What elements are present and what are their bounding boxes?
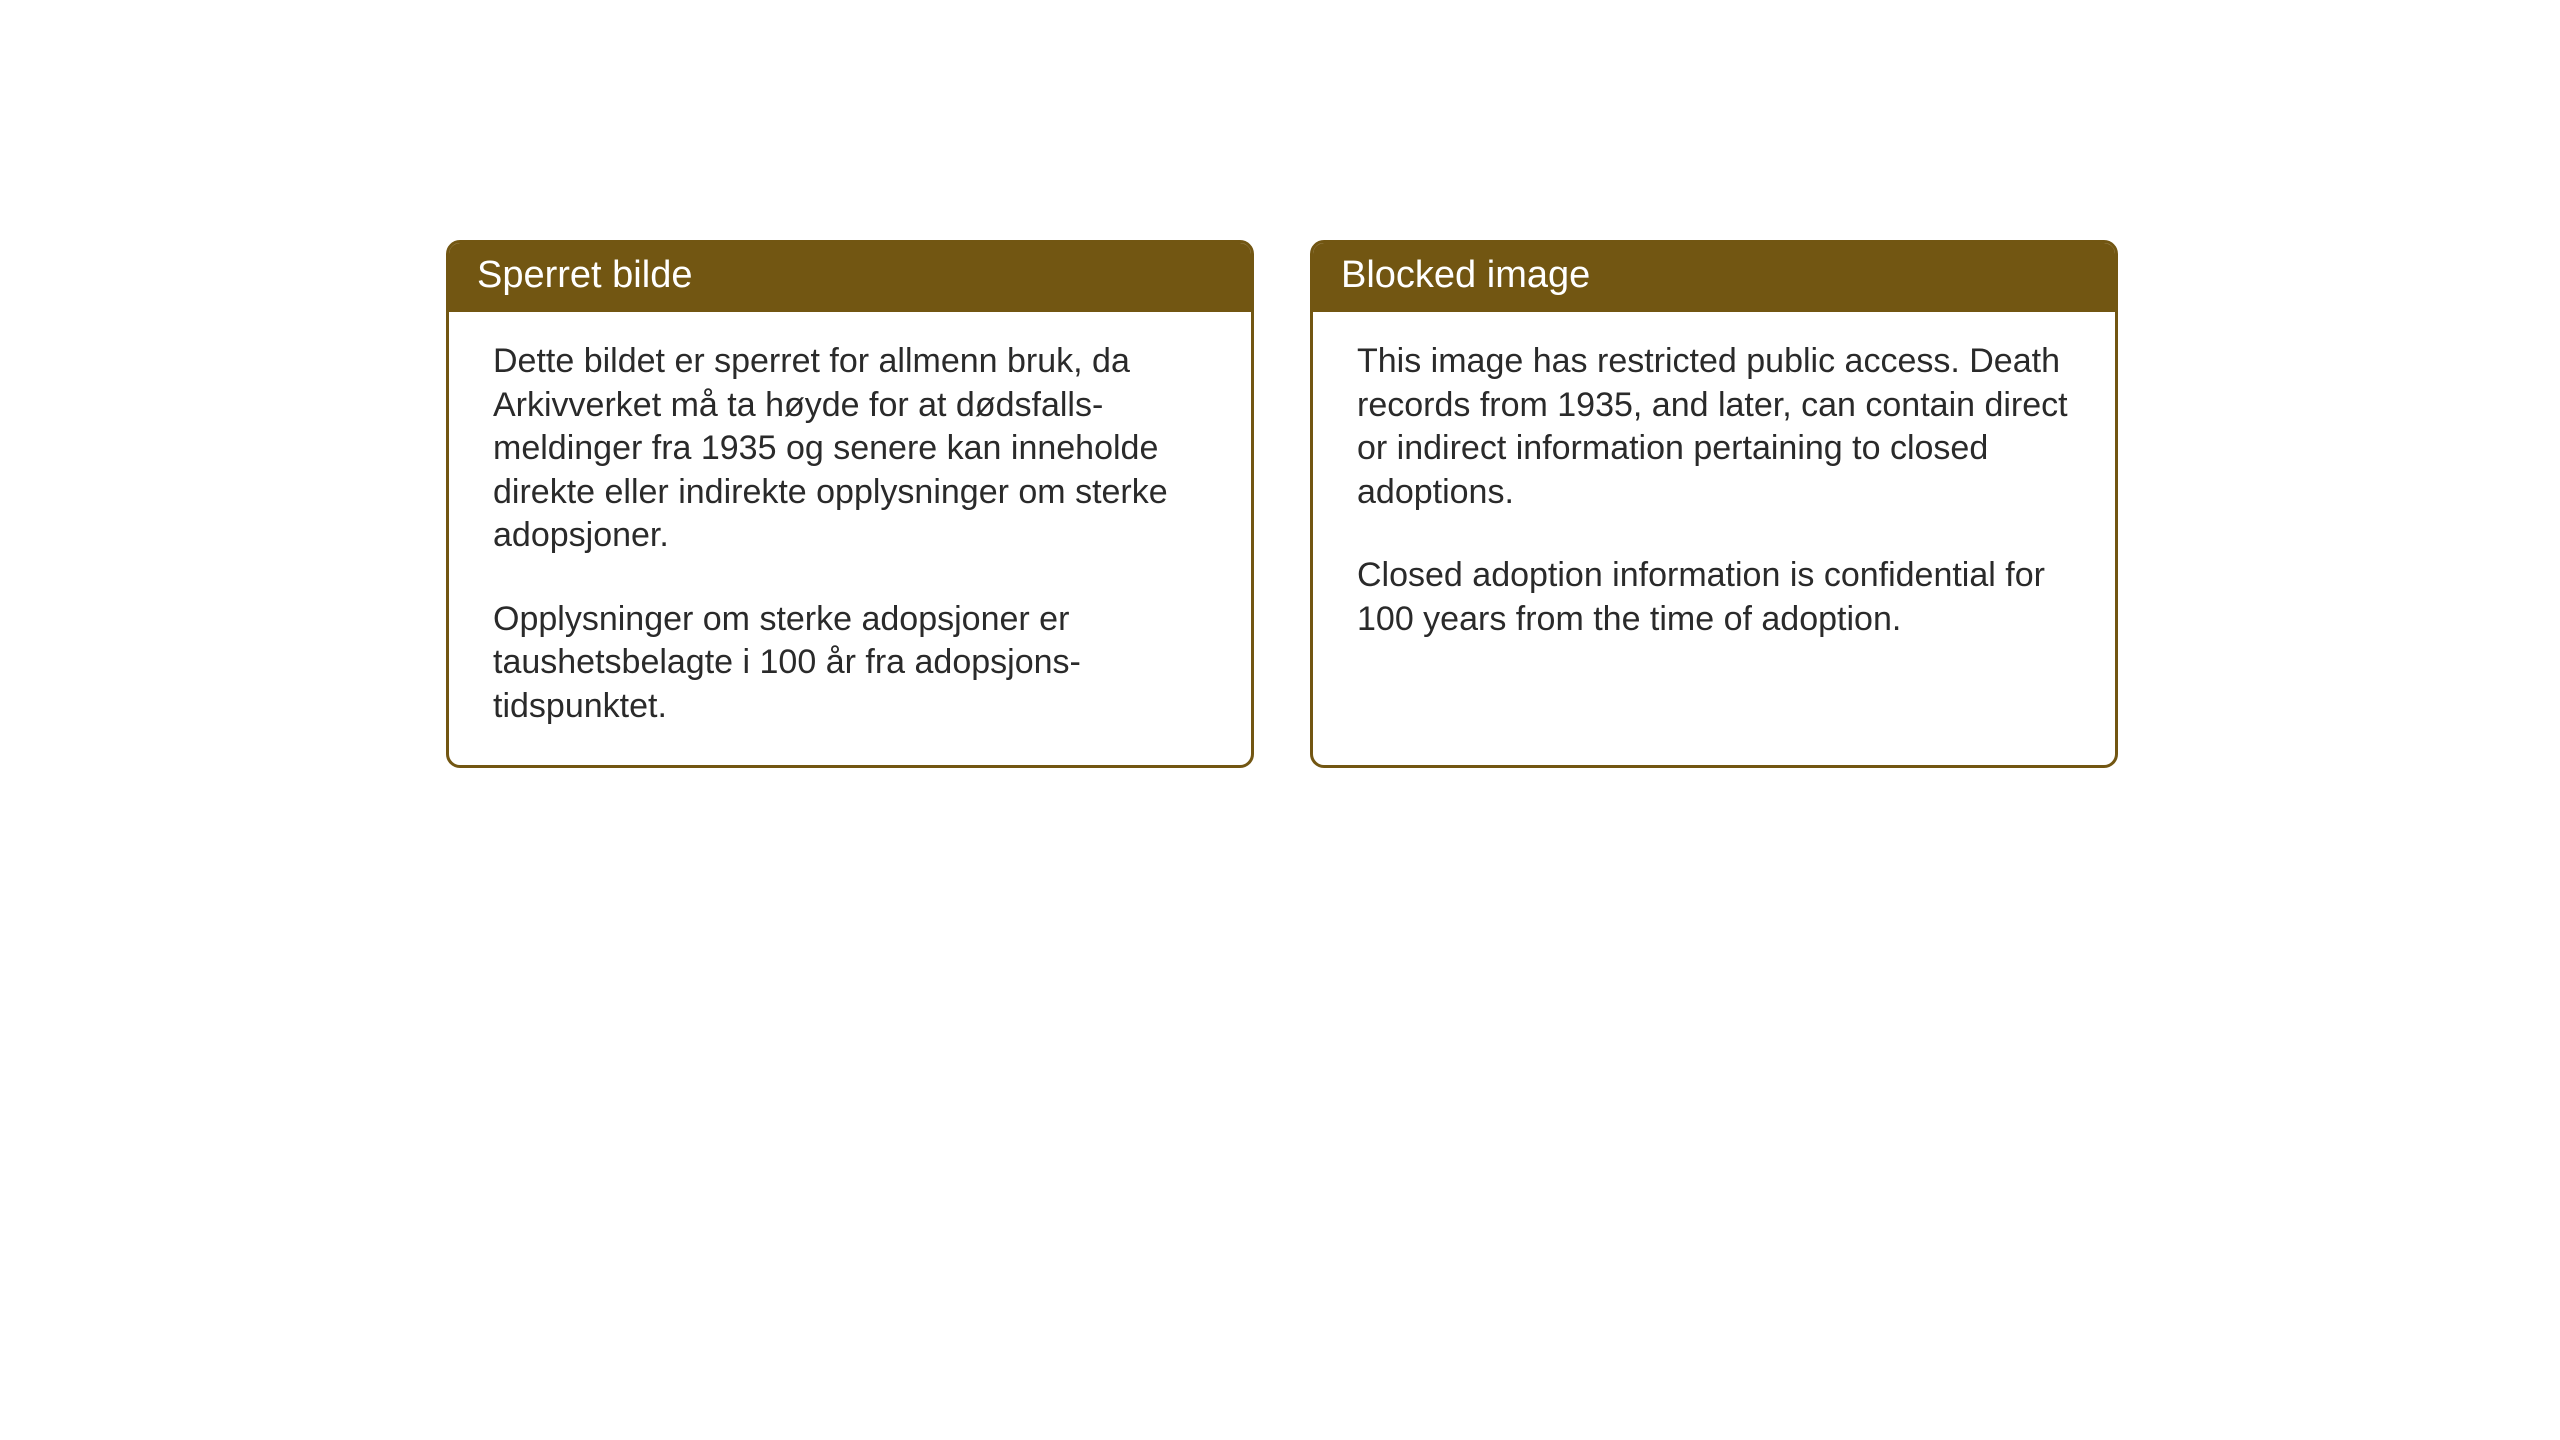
notice-card-norwegian: Sperret bilde Dette bildet er sperret fo… [446, 240, 1254, 768]
notice-container: Sperret bilde Dette bildet er sperret fo… [446, 240, 2118, 768]
notice-text: Closed adoption information is confident… [1357, 554, 2071, 641]
notice-text: Dette bildet er sperret for allmenn bruk… [493, 340, 1207, 558]
notice-body-norwegian: Dette bildet er sperret for allmenn bruk… [449, 312, 1251, 764]
notice-text: This image has restricted public access.… [1357, 340, 2071, 514]
notice-header-english: Blocked image [1313, 243, 2115, 312]
notice-body-english: This image has restricted public access.… [1313, 312, 2115, 677]
notice-header-norwegian: Sperret bilde [449, 243, 1251, 312]
notice-text: Opplysninger om sterke adopsjoner er tau… [493, 598, 1207, 729]
notice-card-english: Blocked image This image has restricted … [1310, 240, 2118, 768]
